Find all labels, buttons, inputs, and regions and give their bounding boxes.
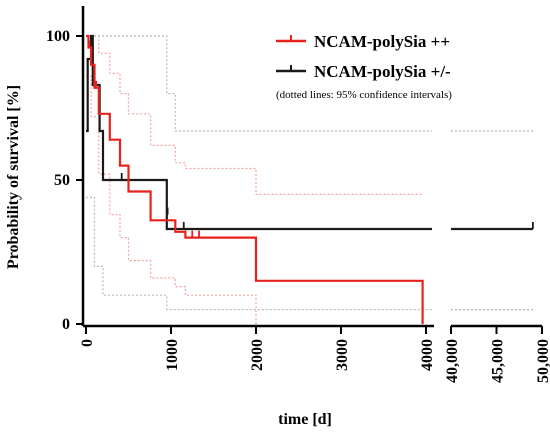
x-ticks: 0 1000 2000 3000 4000 40,000 45,000 50,000 (79, 326, 550, 383)
series-1-ci-upper-line (86, 35, 423, 195)
x-tick-label-7: 45,000 (490, 339, 507, 383)
series-2-ci-upper-line (86, 35, 533, 132)
x-tick-label-3: 2000 (249, 339, 266, 371)
series-1-ci-lower-line (86, 75, 257, 324)
y-tick-label-3: 100 (46, 28, 70, 45)
legend-label-2: NCAM-polySia +/- (314, 62, 451, 81)
x-tick-label-5: 4000 (419, 339, 436, 371)
legend-entry-1: NCAM-polySia ++ (276, 32, 450, 51)
x-tick-label-6: 40,000 (444, 339, 461, 383)
series-2-ci-lower-line (86, 196, 533, 311)
x-tick-label-1: 0 (79, 339, 96, 347)
x-tick-label-8: 50,000 (535, 339, 550, 383)
axes (81, 6, 542, 328)
ci-annotation: (dotted lines: 95% confidence intervals) (276, 89, 452, 101)
y-ticks: 0 50 100 (46, 28, 83, 333)
legend-entry-2: NCAM-polySia +/- (276, 62, 451, 81)
legend-label-1: NCAM-polySia ++ (314, 32, 450, 51)
x-axis-title: time [d] (278, 411, 332, 428)
x-tick-label-4: 3000 (334, 339, 351, 371)
legend: NCAM-polySia ++ NCAM-polySia +/- (dotted… (276, 32, 452, 101)
y-axis-title: Probability of survival [%] (5, 85, 22, 269)
y-tick-label-2: 50 (54, 172, 70, 189)
survival-curve-layer (86, 34, 534, 324)
x-tick-label-2: 1000 (164, 339, 181, 371)
series-2-step-line (86, 34, 533, 231)
y-tick-label-1: 0 (62, 316, 70, 333)
